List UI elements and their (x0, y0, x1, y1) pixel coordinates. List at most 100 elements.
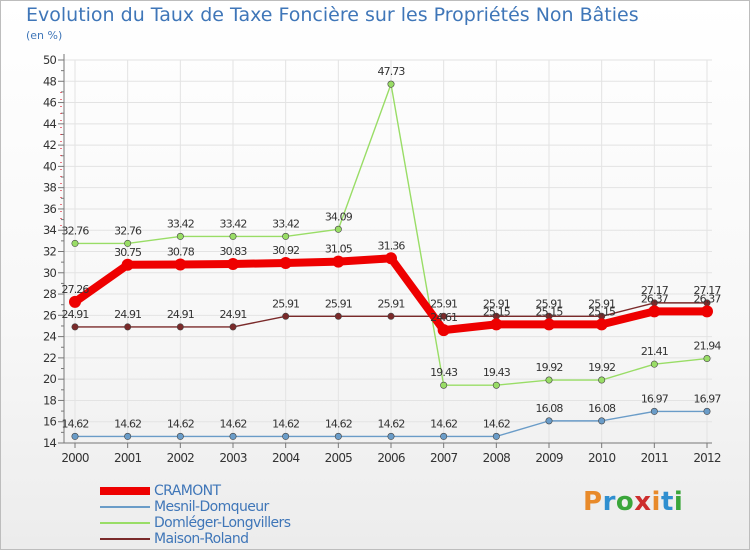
x-tick-label: 2004 (272, 451, 300, 465)
y-tick-label: 24 (43, 330, 57, 344)
point-domléger-longvillers (650, 360, 658, 368)
data-label: 34.09 (325, 210, 353, 223)
legend: CRAMONT Mesnil-Domqueur Domléger-Longville… (100, 483, 291, 547)
point-domléger-longvillers (440, 381, 448, 389)
point-cramont (701, 305, 713, 318)
point-cramont (385, 252, 397, 265)
x-tick-label: 2011 (641, 451, 669, 465)
data-label: 26.37 (694, 292, 722, 305)
point-domléger-longvillers (71, 239, 79, 247)
data-label: 31.36 (378, 239, 406, 252)
point-maison-roland (71, 323, 79, 331)
x-tick-label: 2001 (114, 451, 142, 465)
data-label: 33.42 (167, 217, 194, 230)
point-cramont (490, 318, 503, 331)
point-cramont (121, 258, 134, 271)
point-maison-roland (282, 312, 290, 320)
data-label: 32.76 (114, 224, 142, 237)
data-label: 30.83 (220, 245, 248, 258)
x-tick-label: 2005 (325, 451, 353, 465)
data-label: 16.97 (641, 392, 669, 405)
data-label: 30.75 (114, 246, 142, 259)
data-label: 14.62 (378, 417, 405, 430)
x-tick-label: 2003 (219, 451, 247, 465)
point-mesnil-domqueur (492, 432, 500, 440)
data-label: 25.15 (536, 305, 564, 318)
data-label: 14.62 (430, 417, 457, 430)
y-tick-label: 36 (43, 202, 57, 216)
data-label: 16.08 (588, 402, 616, 415)
y-tick-label: 16 (43, 415, 57, 429)
x-tick-label: 2007 (430, 451, 458, 465)
legend-item: CRAMONT (100, 483, 290, 499)
data-labels: 24.91 24.91 24.91 24.91 25.91 25.91 25.91 25.91… (62, 65, 723, 430)
point-domléger-longvillers (545, 376, 553, 384)
point-mesnil-domqueur (229, 432, 237, 440)
data-label: 25.91 (325, 297, 352, 310)
data-label: 25.15 (483, 305, 511, 318)
point-mesnil-domqueur (598, 417, 606, 425)
legend-label: CRAMONT (154, 483, 221, 499)
data-label: 27.17 (694, 284, 722, 297)
data-label: 25.91 (430, 297, 457, 310)
y-tick-label: 42 (43, 138, 57, 152)
data-label: 25.91 (483, 297, 510, 310)
point-mesnil-domqueur (124, 432, 132, 440)
point-domléger-longvillers (176, 232, 184, 240)
point-cramont (227, 257, 239, 270)
point-mesnil-domqueur (650, 407, 658, 415)
x-tick-label: 2000 (61, 451, 89, 465)
y-tick-label: 34 (43, 223, 57, 237)
x-tick-label: 2008 (483, 451, 511, 465)
proxiti-logo: Proxiti (583, 487, 684, 517)
data-label: 24.61 (430, 311, 457, 324)
point-mesnil-domqueur (71, 432, 79, 440)
legend-label: Mesnil-Domqueur (154, 499, 269, 515)
data-label: 24.91 (220, 308, 247, 321)
data-label: 24.91 (114, 308, 141, 321)
point-mesnil-domqueur (440, 432, 448, 440)
point-domléger-longvillers (282, 232, 290, 240)
point-mesnil-domqueur (703, 407, 711, 415)
data-label: 19.92 (536, 361, 563, 374)
data-label: 30.78 (167, 245, 195, 258)
y-tick-label: 26 (43, 308, 57, 322)
axes: 14 16 18 20 22 24 26 28 30 32 34 36 38 40 42 44 46 48 50 20… (43, 53, 722, 465)
data-label: 25.91 (536, 297, 563, 310)
data-label: 14.62 (167, 417, 194, 430)
data-label: 19.43 (483, 366, 511, 379)
legend-swatch (100, 538, 150, 540)
x-tick-label: 2006 (377, 451, 405, 465)
point-cramont (174, 258, 187, 271)
x-tick-label: 2010 (588, 451, 616, 465)
data-label: 19.92 (588, 361, 615, 374)
point-maison-roland (440, 312, 448, 320)
y-tick-label: 14 (43, 436, 57, 450)
point-maison-roland (334, 312, 342, 320)
point-domléger-longvillers (229, 232, 237, 240)
data-label: 16.08 (536, 402, 564, 415)
point-cramont (437, 324, 450, 337)
chart-title: Evolution du Taux de Taxe Foncière sur l… (26, 4, 639, 26)
point-domléger-longvillers (387, 80, 395, 88)
point-cramont (648, 305, 661, 318)
legend-item: Domléger-Longvillers (100, 515, 291, 531)
data-label: 25.91 (588, 297, 615, 310)
data-label: 14.62 (325, 417, 352, 430)
point-mesnil-domqueur (545, 417, 553, 425)
point-maison-roland (229, 323, 237, 331)
point-mesnil-domqueur (387, 432, 395, 440)
point-maison-roland (387, 312, 395, 320)
y-tick-label: 28 (43, 287, 57, 301)
data-label: 19.43 (430, 366, 458, 379)
series-layer (69, 80, 713, 440)
legend-swatch (100, 522, 150, 524)
point-domléger-longvillers (334, 225, 342, 233)
legend-item: Maison-Roland (100, 531, 290, 547)
point-cramont (543, 318, 555, 331)
data-label: 24.91 (62, 308, 89, 321)
data-label: 25.91 (272, 297, 299, 310)
data-label: 24.91 (167, 308, 194, 321)
point-domléger-longvillers (492, 381, 500, 389)
